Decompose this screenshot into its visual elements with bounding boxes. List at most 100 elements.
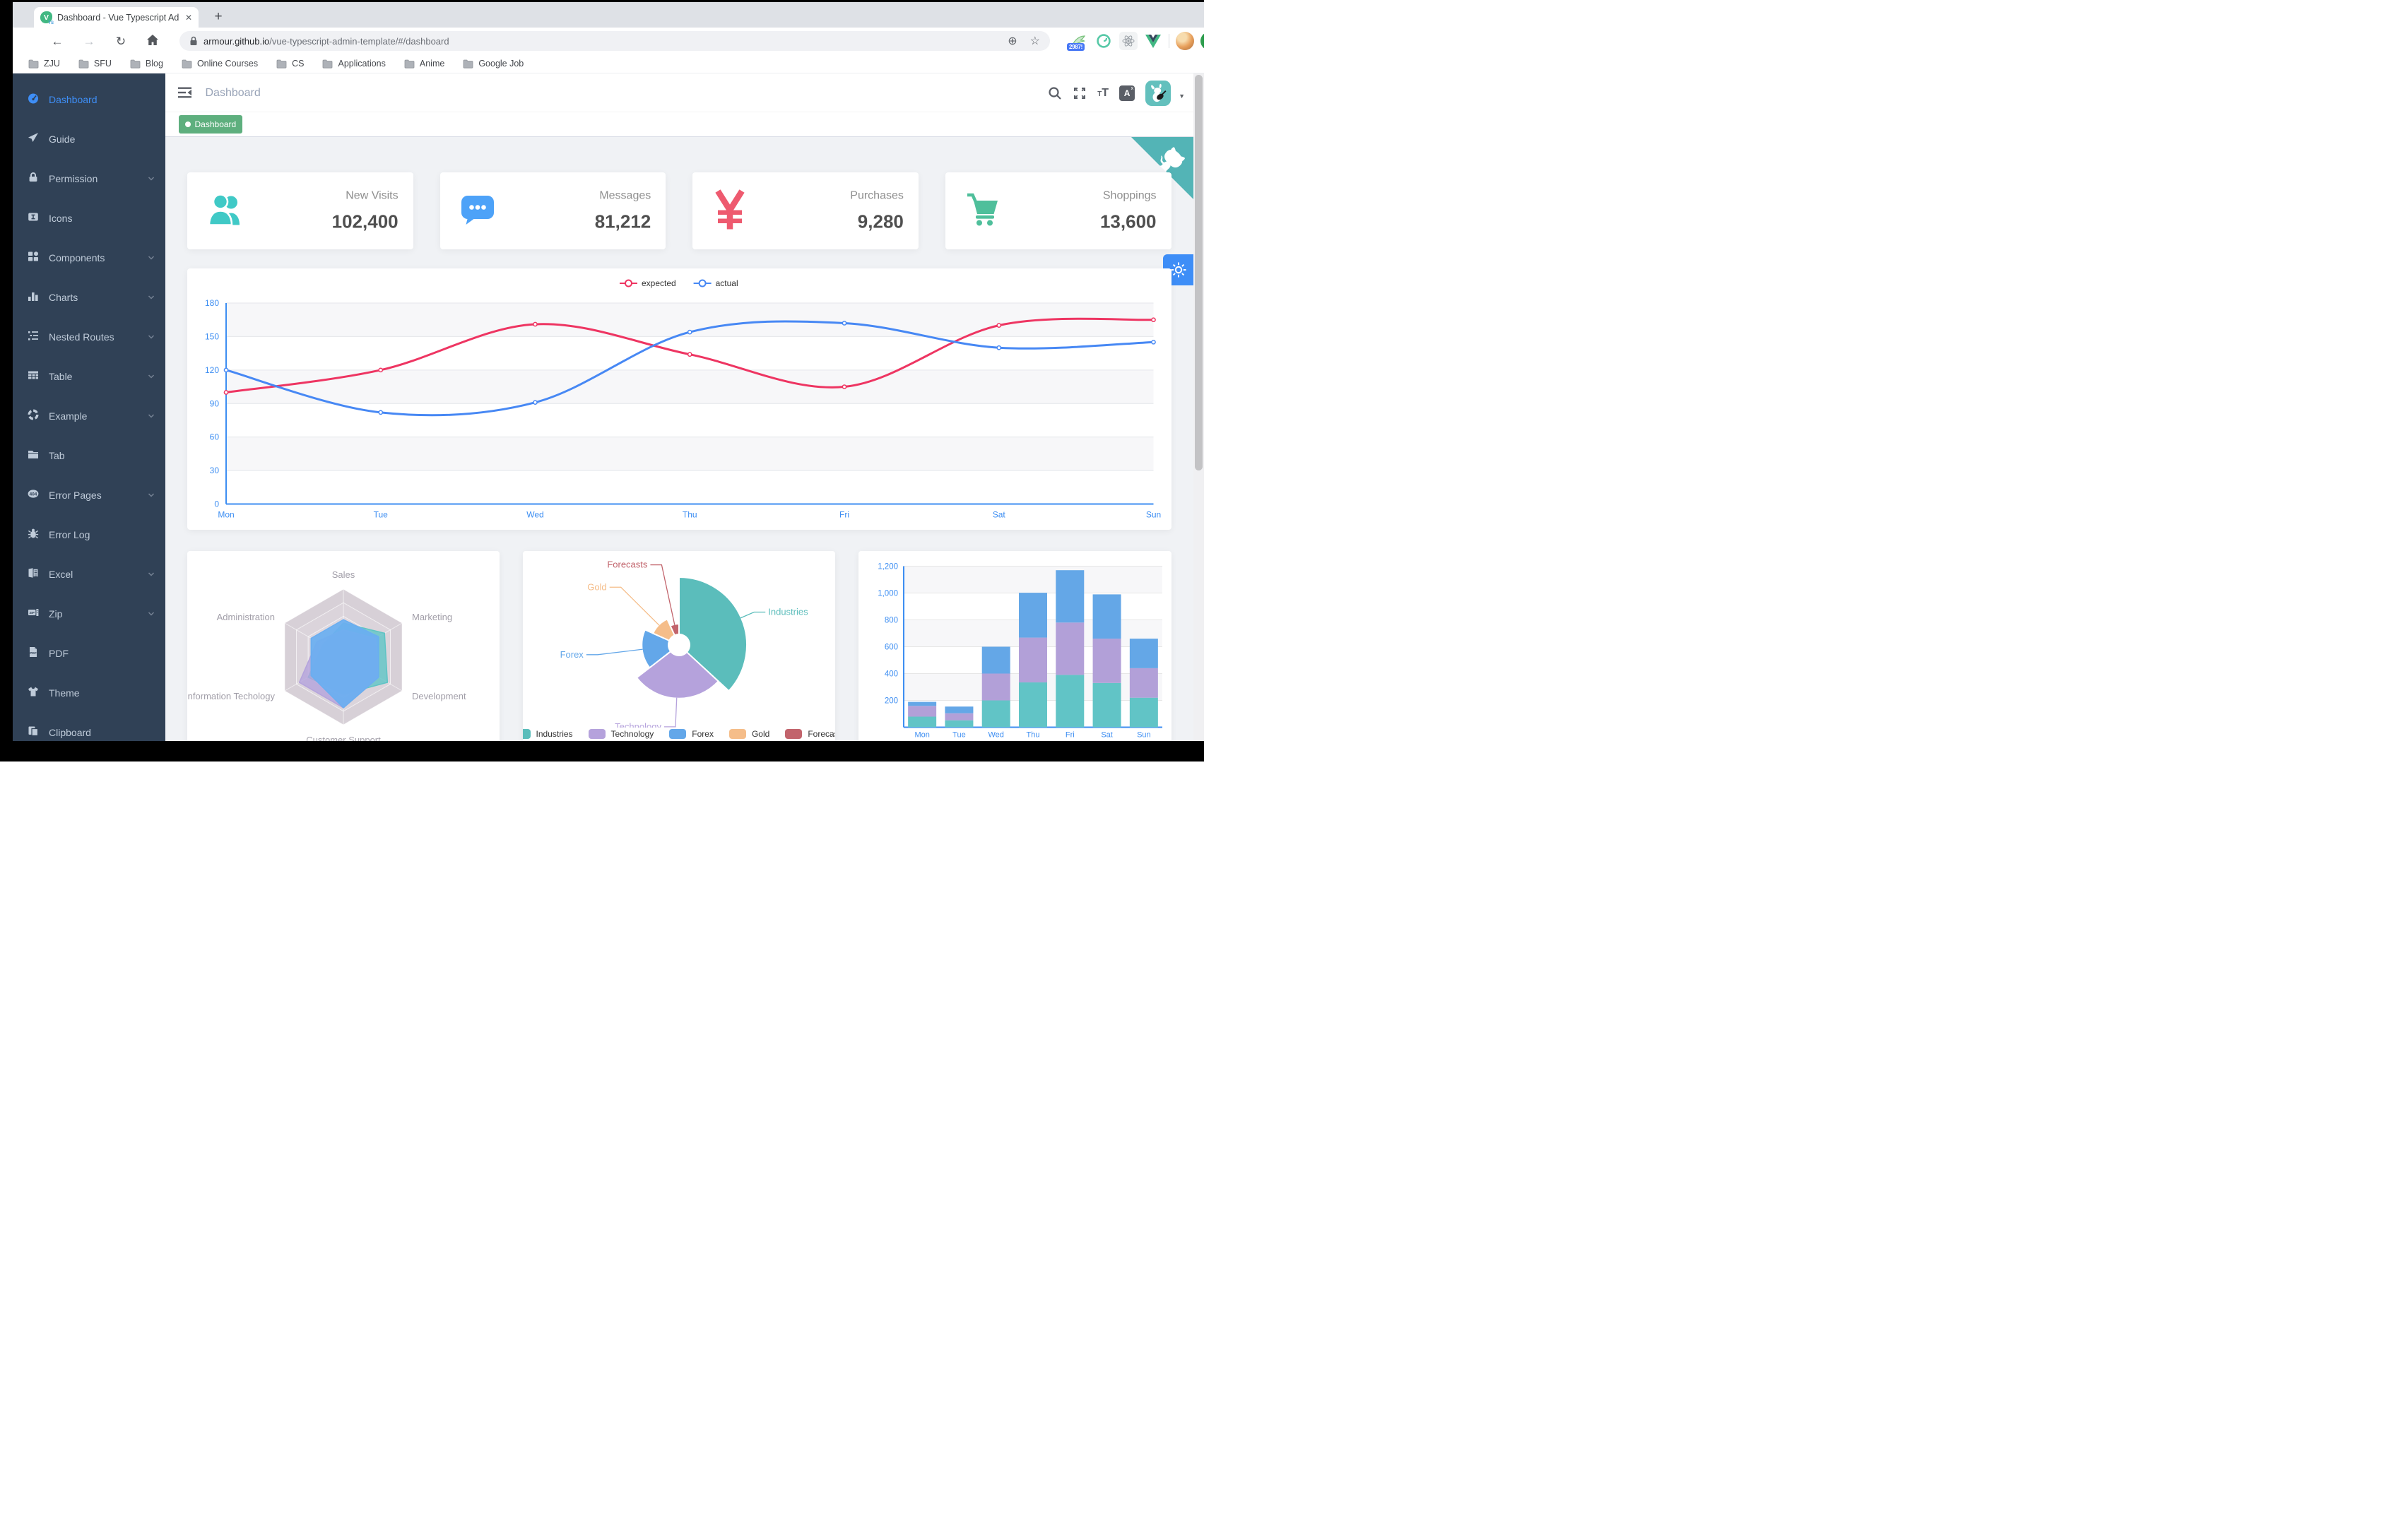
pie-legend-item[interactable]: Industries [523,729,573,739]
bookmark-item[interactable]: ZJU [28,59,60,69]
pie-legend-item[interactable]: Gold [728,729,769,739]
browser-profile-avatar[interactable] [1176,32,1194,50]
svg-text:Sun: Sun [1146,510,1161,520]
svg-text:200: 200 [885,697,898,706]
svg-text:Sun: Sun [1137,731,1151,740]
tab-close-icon[interactable]: ✕ [184,12,192,23]
bookmark-star-icon[interactable]: ☆ [1029,35,1040,47]
home-icon[interactable] [142,34,163,48]
zip-icon: ZIP [28,607,39,622]
sidebar-item-excel[interactable]: Excel [13,555,165,594]
svg-text:Thu: Thu [1027,731,1040,740]
bookmark-item[interactable]: Online Courses [182,59,258,69]
dashboard-content: New Visits 102,400 Messages 81,212 Purchases… [165,137,1193,741]
sidebar-item-tab[interactable]: Tab [13,436,165,475]
legend-swatch [785,729,803,739]
app-root: Dashboard Guide Permission Icons Components C… [13,73,1204,741]
stat-value: 81,212 [594,211,651,232]
pie-legend-item[interactable]: Forex [669,729,714,739]
stat-value: 102,400 [331,211,399,232]
sidebar-item-icons[interactable]: Icons [13,198,165,238]
extension-vue-icon[interactable] [1144,32,1162,50]
nested-routes-icon [28,330,39,345]
sidebar-item-components[interactable]: Components [13,238,165,278]
svg-text:180: 180 [205,298,219,308]
sidebar-item-example[interactable]: Example [13,396,165,436]
new-tab-button[interactable]: + [214,9,223,24]
stats-row: New Visits 102,400 Messages 81,212 Purchases… [187,172,1171,249]
page-scrollbar[interactable] [1193,73,1204,741]
bar-chart[interactable]: 200 400 600 800 1,000 1,200 Mon Tue Wed Thu Fri Sat… [858,551,1171,741]
browser-tab[interactable]: V TS Dashboard - Vue Typescript Ad ✕ [34,7,199,28]
sidebar-item-charts[interactable]: Charts [13,278,165,317]
excel-icon [28,567,39,582]
svg-text:Marketing: Marketing [412,612,452,622]
sidebar-item-nested-routes[interactable]: Nested Routes [13,317,165,357]
sidebar-item-table[interactable]: Table [13,357,165,396]
svg-text:Wed: Wed [526,510,543,520]
bookmark-item[interactable]: SFU [78,59,112,69]
scrollbar-thumb[interactable] [1195,75,1203,470]
tag-dashboard[interactable]: Dashboard [178,115,243,134]
line-chart[interactable]: 0 30 60 90 120 150 180 Mon Tue Wed Thu Fri Sat Sun exp… [187,268,1171,530]
back-icon[interactable]: ← [51,34,64,48]
error-pages-icon: 404 [28,488,39,503]
pie-legend-item[interactable]: Technology [588,729,654,739]
extension-ring-icon[interactable] [1094,32,1113,50]
extension-react-icon[interactable] [1119,32,1138,50]
extension-bird-icon[interactable]: 2987! [1067,32,1088,51]
stat-card-messages[interactable]: Messages 81,212 [439,172,666,249]
svg-text:Fri: Fri [839,510,849,520]
bookmark-label: Google Job [478,59,524,69]
fullscreen-icon[interactable] [1073,86,1087,100]
bookmark-item[interactable]: Blog [130,59,163,69]
sidebar-item-theme[interactable]: Theme [13,673,165,713]
bug-icon [28,528,39,543]
chrome-update-icon[interactable]: ↑ [1200,32,1204,50]
svg-text:60: 60 [210,432,220,442]
sidebar-item-clipboard[interactable]: Clipboard [13,713,165,741]
legend-label: Technology [610,729,654,739]
sidebar-item-dashboard[interactable]: Dashboard [13,80,165,119]
bookmark-item[interactable]: CS [276,59,304,69]
stat-card-purchases[interactable]: Purchases 9,280 [692,172,919,249]
user-avatar[interactable] [1145,80,1171,106]
stat-card-shoppings[interactable]: Shoppings 13,600 [945,172,1171,249]
text-size-icon[interactable]: TT [1097,86,1109,99]
reload-icon[interactable]: ↻ [115,34,126,48]
chevron-down-icon[interactable]: ▼ [1179,92,1185,100]
stat-card-new-visits[interactable]: New Visits 102,400 [187,172,413,249]
bookmark-item[interactable]: Google Job [463,59,524,69]
svg-text:90: 90 [210,398,220,408]
search-icon[interactable] [1048,86,1062,100]
github-corner-ribbon[interactable] [1131,137,1193,199]
sidebar-item-error-pages[interactable]: 404 Error Pages [13,475,165,515]
dashboard-icon [28,93,39,107]
sidebar-item-zip[interactable]: ZIP Zip [13,594,165,634]
stat-title: Purchases [850,189,904,201]
sidebar-item-label: Dashboard [49,94,98,105]
bookmark-item[interactable]: Applications [322,59,386,69]
sidebar-item-permission[interactable]: Permission [13,159,165,198]
browser-window: V TS Dashboard - Vue Typescript Ad ✕ + ← … [13,2,1204,741]
bookmark-item[interactable]: Anime [404,59,444,69]
zoom-plus-icon[interactable]: ⊕ [1008,35,1017,47]
table-icon [28,369,39,384]
bookmark-label: Applications [338,59,386,69]
sidebar-item-pdf[interactable]: PDF PDF [13,634,165,673]
hamburger-icon[interactable] [177,86,192,102]
breadcrumb[interactable]: Dashboard [205,87,261,99]
pie-legend-item[interactable]: Forecasts [785,729,835,739]
svg-text:800: 800 [885,617,898,625]
sidebar-item-label: Components [49,252,105,263]
sidebar-item-guide[interactable]: Guide [13,119,165,159]
sidebar: Dashboard Guide Permission Icons Components C… [13,73,165,741]
radar-chart[interactable]: Sales Marketing Development Customer Suppor… [187,551,500,741]
svg-text:Administration: Administration [217,612,275,622]
address-bar[interactable]: armour.github.io/vue-typescript-admin-te… [179,31,1050,51]
sidebar-item-error-log[interactable]: Error Log [13,515,165,555]
